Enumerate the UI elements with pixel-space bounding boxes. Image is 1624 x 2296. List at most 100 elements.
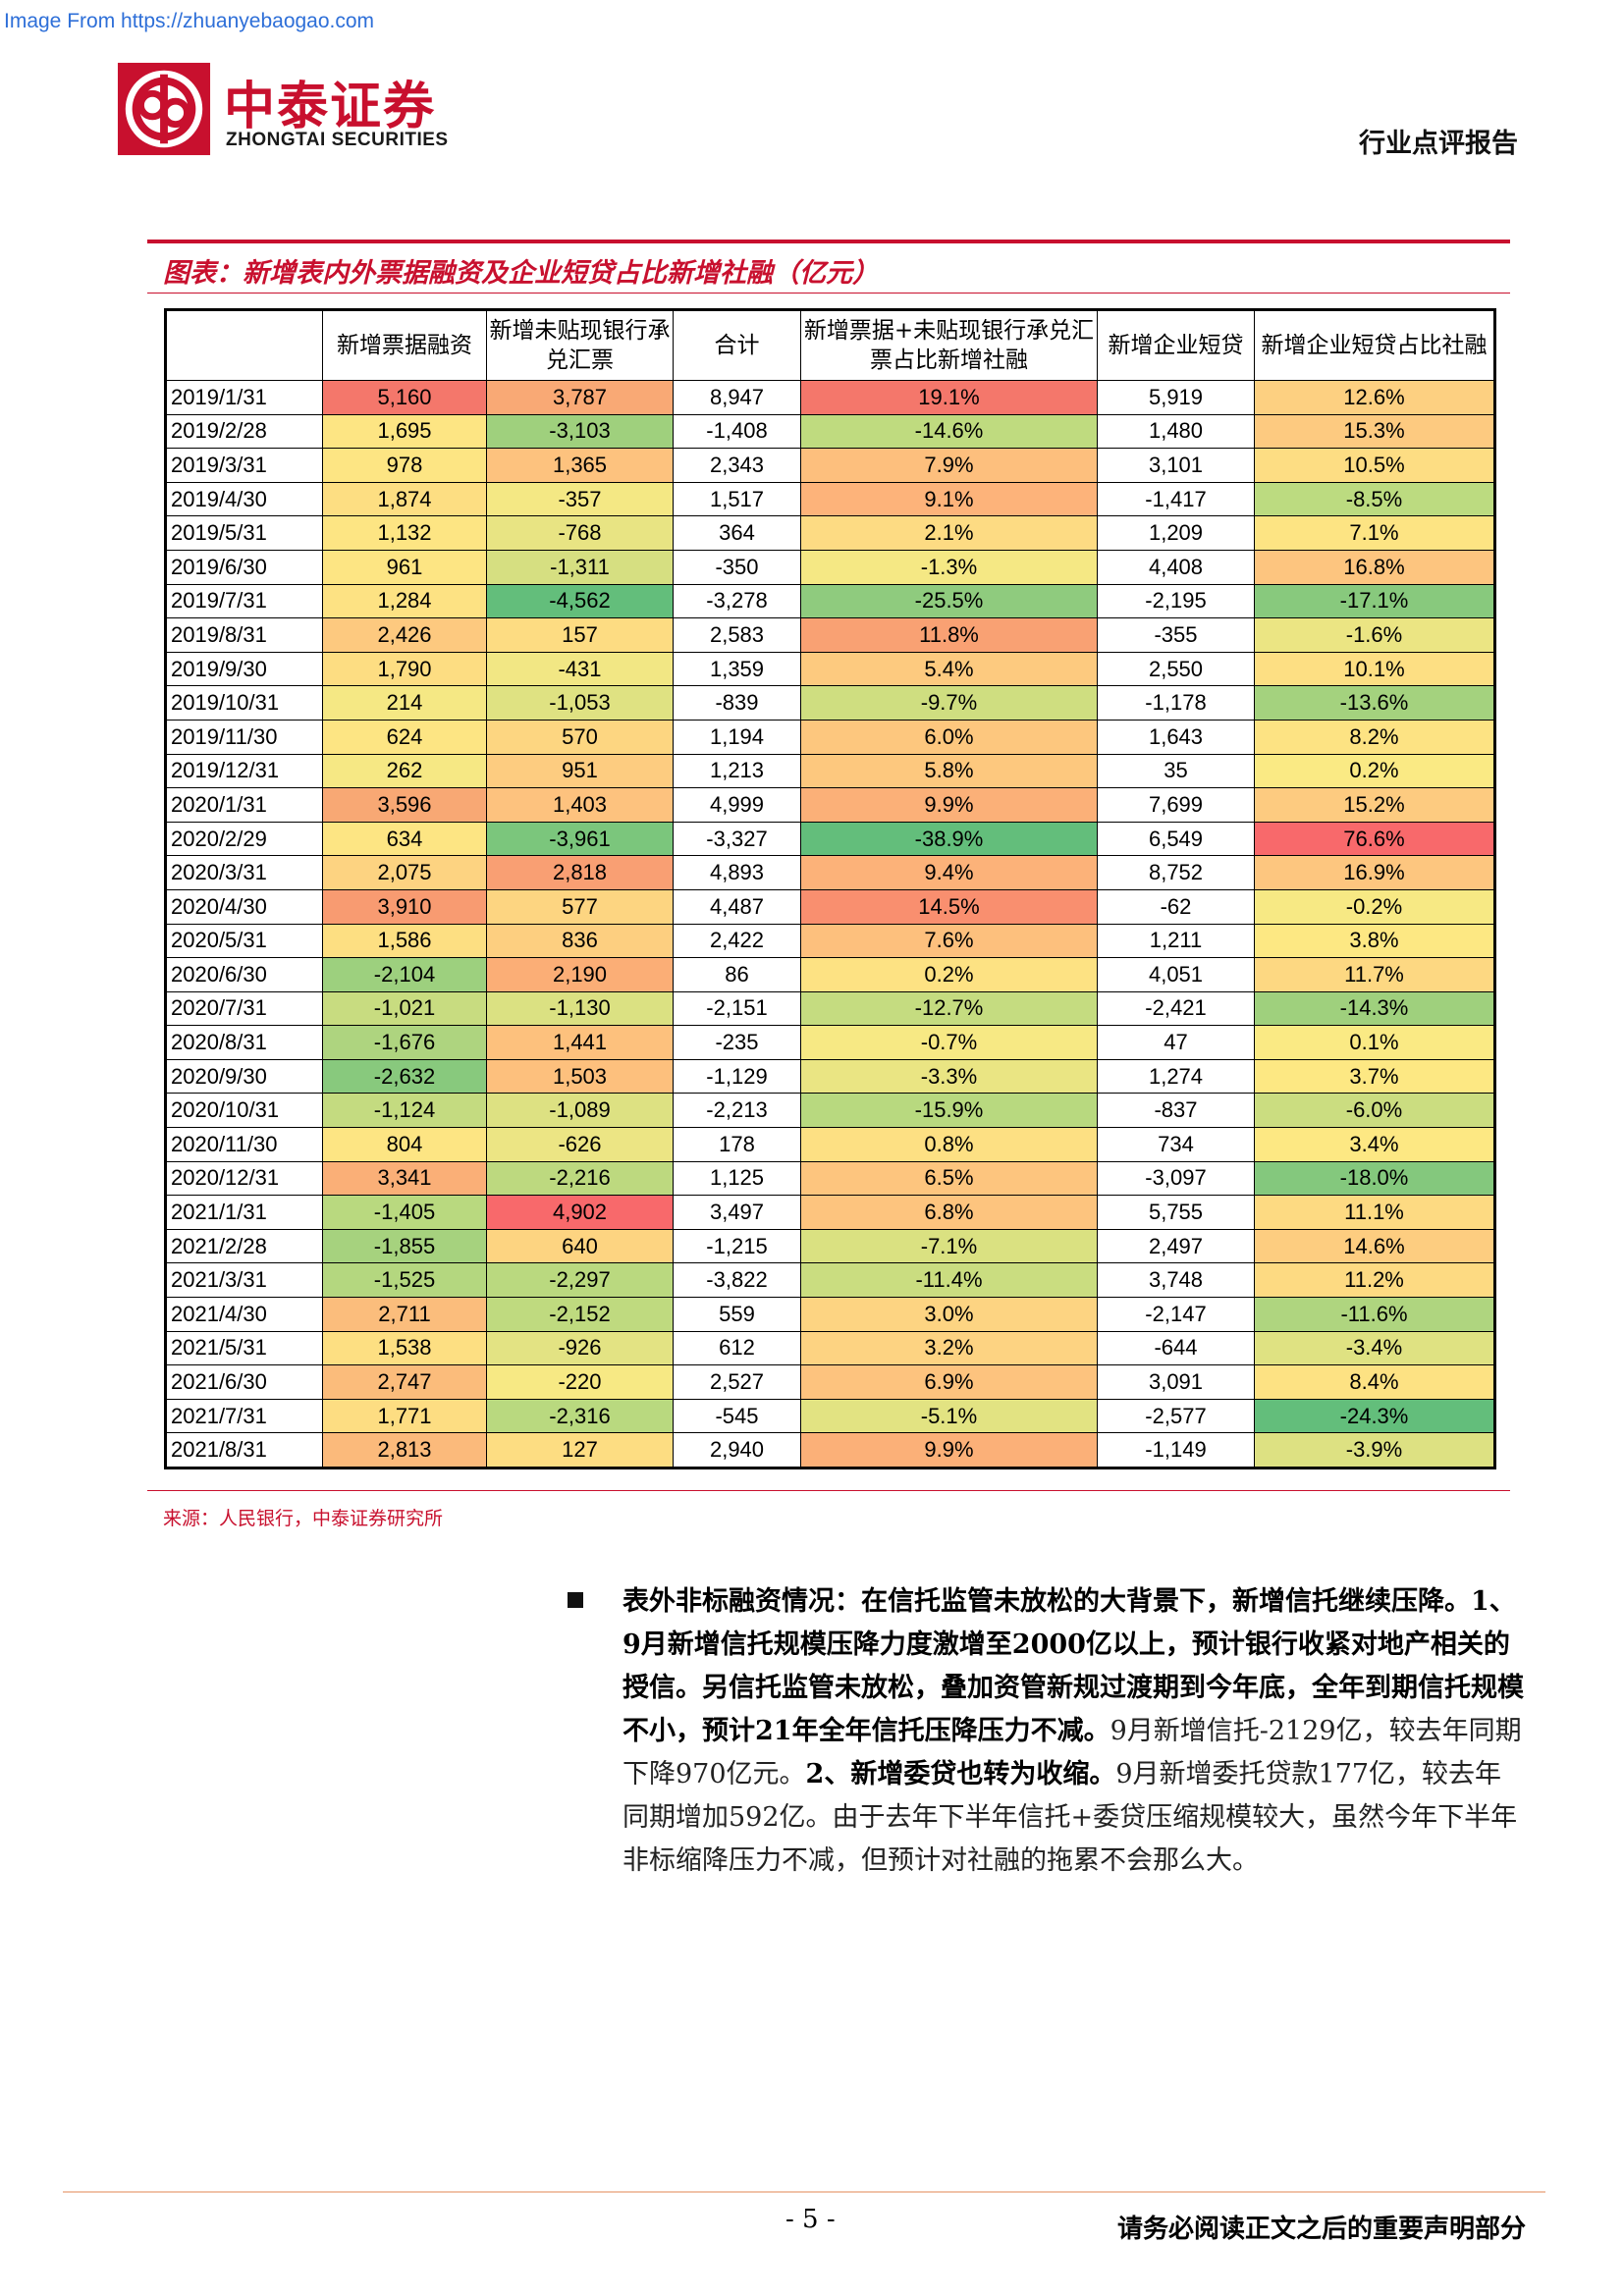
table-row: 2020/5/31 1,586 836 2,422 7.6% 1,211 3.8% <box>165 923 1495 959</box>
cell-short-loan-share: -24.3% <box>1254 1398 1495 1434</box>
cell-total: -3,278 <box>673 583 801 619</box>
cell-bill-financing: -1,021 <box>322 990 487 1027</box>
cell-total: 86 <box>673 957 801 992</box>
cell-date: 2020/6/30 <box>165 957 323 992</box>
figure-title-bar: 图表：新增表内外票据融资及企业短贷占比新增社融（亿元） <box>147 240 1510 294</box>
cell-bill-share: -14.6% <box>800 413 1098 450</box>
cell-bill-financing: -2,632 <box>322 1058 487 1095</box>
cell-bill-share: -25.5% <box>800 583 1098 619</box>
cell-date: 2021/2/28 <box>165 1228 323 1264</box>
cell-date: 2019/3/31 <box>165 448 323 483</box>
table-row: 2021/7/31 1,771 -2,316 -545 -5.1% -2,577 -24.3… <box>165 1398 1495 1434</box>
cell-short-loan-share: -8.5% <box>1254 481 1495 517</box>
cell-date: 2019/9/30 <box>165 651 323 687</box>
cell-undiscounted-bills: -431 <box>486 651 674 687</box>
cell-bill-financing: 2,711 <box>322 1297 487 1332</box>
paragraph-text: 表外非标融资情况：在信托监管未放松的大背景下，新增信托继续压降。1、9月新增信托… <box>623 1580 1526 1883</box>
cell-total: -545 <box>673 1398 801 1434</box>
table-row: 2019/9/30 1,790 -431 1,359 5.4% 2,550 10.1% <box>165 651 1495 687</box>
cell-short-loan-share: 11.2% <box>1254 1262 1495 1299</box>
cell-date: 2019/8/31 <box>165 617 323 653</box>
cell-date: 2020/5/31 <box>165 923 323 959</box>
cell-total: 8,947 <box>673 380 801 415</box>
company-logo: 中泰证券 ZHONGTAI SECURITIES <box>116 61 489 159</box>
cell-date: 2020/9/30 <box>165 1058 323 1095</box>
cell-undiscounted-bills: -1,130 <box>486 990 674 1027</box>
cell-short-loan-share: 3.4% <box>1254 1127 1495 1162</box>
cell-total: -1,129 <box>673 1058 801 1095</box>
watermark-link[interactable]: Image From https://zhuanyebaogao.com <box>4 10 375 32</box>
logo-english-name: ZHONGTAI SECURITIES <box>226 130 449 150</box>
cell-total: 4,487 <box>673 888 801 925</box>
cell-date: 2019/2/28 <box>165 413 323 450</box>
cell-short-loan-share: 11.1% <box>1254 1195 1495 1230</box>
cell-bill-financing: -2,104 <box>322 957 487 992</box>
cell-bill-financing: -1,676 <box>322 1025 487 1060</box>
cell-short-loans: 1,480 <box>1097 413 1255 450</box>
cell-date: 2019/12/31 <box>165 753 323 789</box>
cell-undiscounted-bills: -926 <box>486 1330 674 1366</box>
cell-short-loan-share: -17.1% <box>1254 583 1495 619</box>
cell-undiscounted-bills: 4,902 <box>486 1195 674 1230</box>
cell-short-loans: 47 <box>1097 1025 1255 1060</box>
cell-short-loan-share: 0.1% <box>1254 1025 1495 1060</box>
cell-bill-share: 6.0% <box>800 719 1098 755</box>
cell-total: 2,527 <box>673 1364 801 1400</box>
cell-total: -235 <box>673 1025 801 1060</box>
cell-short-loans: -2,195 <box>1097 583 1255 619</box>
cell-bill-financing: 634 <box>322 821 487 857</box>
cell-undiscounted-bills: 836 <box>486 923 674 959</box>
cell-bill-financing: 1,586 <box>322 923 487 959</box>
cell-total: -839 <box>673 685 801 721</box>
cell-short-loans: -1,417 <box>1097 481 1255 517</box>
cell-date: 2019/10/31 <box>165 685 323 721</box>
footer-disclaimer: 请务必阅读正文之后的重要声明部分 <box>1116 2215 1526 2244</box>
source-note: 来源：人民银行，中泰证券研究所 <box>163 1508 444 1529</box>
cell-date: 2019/11/30 <box>165 719 323 755</box>
cell-short-loan-share: 7.1% <box>1254 515 1495 551</box>
cell-total: 4,999 <box>673 787 801 823</box>
cell-short-loan-share: -13.6% <box>1254 685 1495 721</box>
cell-date: 2020/10/31 <box>165 1093 323 1129</box>
cell-short-loans: 3,748 <box>1097 1262 1255 1299</box>
cell-bill-financing: 804 <box>322 1127 487 1162</box>
cell-bill-share: 11.8% <box>800 617 1098 653</box>
cell-short-loan-share: 14.6% <box>1254 1228 1495 1264</box>
table-header-row: 新增票据融资 新增未贴现银行承兑汇票 合计 新增票据+未贴现银行承兑汇票占比新增… <box>165 309 1495 381</box>
table-row: 2019/3/31 978 1,365 2,343 7.9% 3,101 10.5% <box>165 448 1495 483</box>
cell-total: 1,194 <box>673 719 801 755</box>
cell-short-loan-share: -18.0% <box>1254 1160 1495 1197</box>
cell-undiscounted-bills: 127 <box>486 1432 674 1468</box>
cell-short-loan-share: 3.7% <box>1254 1058 1495 1095</box>
cell-short-loan-share: 15.2% <box>1254 787 1495 823</box>
cell-bill-share: 5.4% <box>800 651 1098 687</box>
column-header-total: 合计 <box>673 309 801 381</box>
cell-bill-financing: 5,160 <box>322 380 487 415</box>
table-row: 2019/10/31 214 -1,053 -839 -9.7% -1,178 -13.6% <box>165 685 1495 721</box>
table-row: 2019/12/31 262 951 1,213 5.8% 35 0.2% <box>165 753 1495 789</box>
cell-total: 2,583 <box>673 617 801 653</box>
cell-short-loans: 5,919 <box>1097 380 1255 415</box>
table-row: 2021/3/31 -1,525 -2,297 -3,822 -11.4% 3,748 11… <box>165 1262 1495 1299</box>
cell-total: -3,327 <box>673 821 801 857</box>
cell-bill-share: 7.9% <box>800 448 1098 483</box>
cell-short-loans: 8,752 <box>1097 855 1255 890</box>
cell-short-loan-share: 16.9% <box>1254 855 1495 890</box>
cell-bill-financing: 1,132 <box>322 515 487 551</box>
cell-bill-share: -7.1% <box>800 1228 1098 1264</box>
cell-bill-share: 19.1% <box>800 380 1098 415</box>
cell-total: -3,822 <box>673 1262 801 1299</box>
cell-bill-share: -12.7% <box>800 990 1098 1027</box>
cell-undiscounted-bills: -1,053 <box>486 685 674 721</box>
cell-short-loans: 1,209 <box>1097 515 1255 551</box>
column-header-short-loans: 新增企业短贷 <box>1097 309 1255 381</box>
cell-bill-share: 14.5% <box>800 888 1098 925</box>
cell-undiscounted-bills: 2,818 <box>486 855 674 890</box>
cell-total: 1,517 <box>673 481 801 517</box>
cell-date: 2019/6/30 <box>165 549 323 585</box>
cell-bill-share: 9.9% <box>800 787 1098 823</box>
table-row: 2020/7/31 -1,021 -1,130 -2,151 -12.7% -2,421-… <box>165 990 1495 1027</box>
cell-undiscounted-bills: -2,216 <box>486 1160 674 1197</box>
cell-bill-share: -9.7% <box>800 685 1098 721</box>
cell-short-loan-share: -14.3% <box>1254 990 1495 1027</box>
